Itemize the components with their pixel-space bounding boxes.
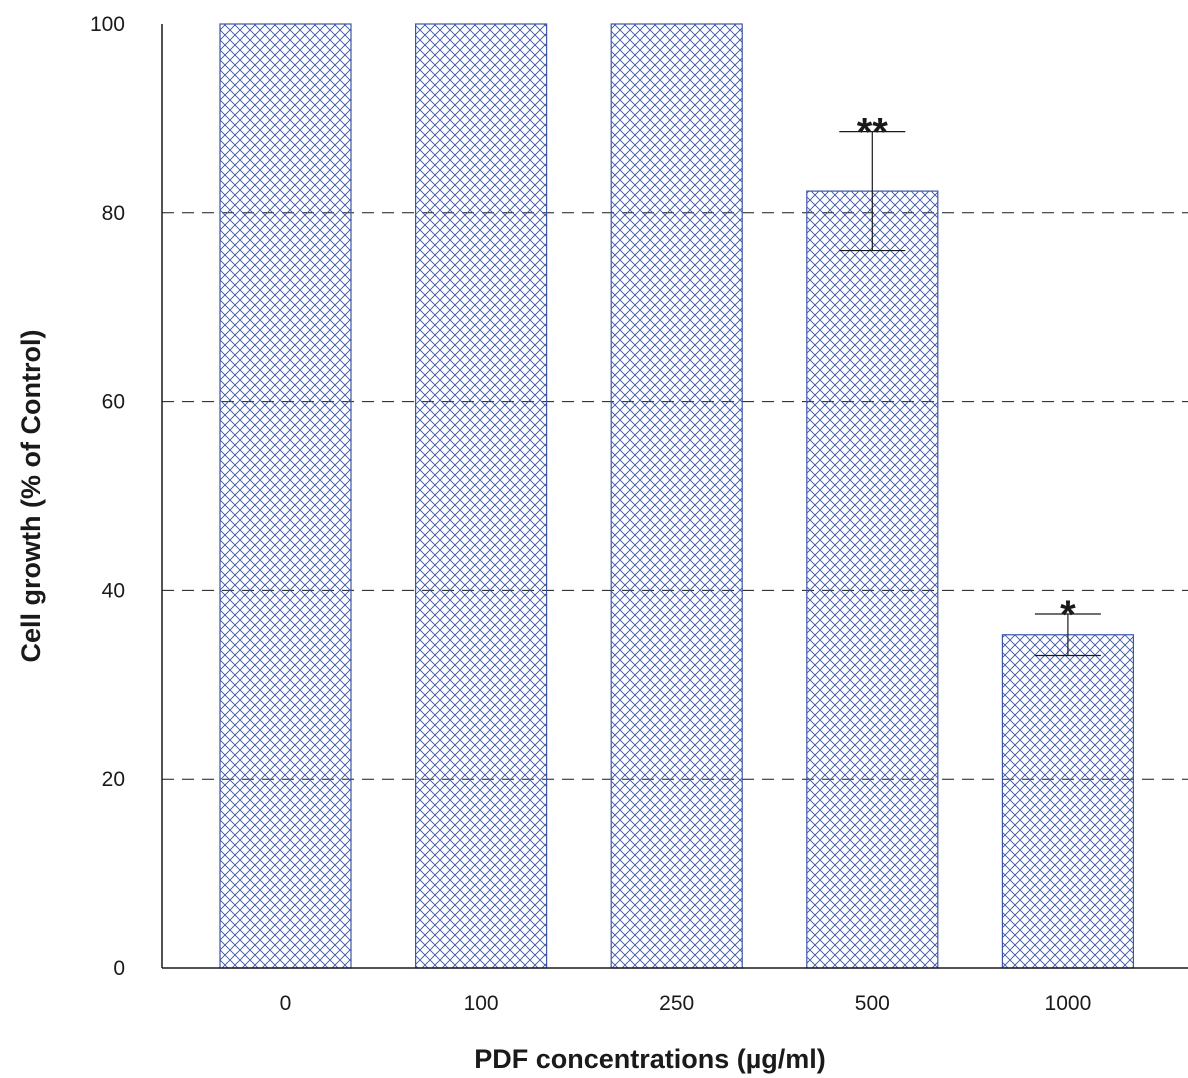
x-tick-label: 1000 bbox=[1045, 992, 1092, 1015]
bar bbox=[1001, 634, 1135, 969]
y-tick-label: 100 bbox=[90, 13, 125, 36]
x-tick-label: 100 bbox=[464, 992, 499, 1015]
bar bbox=[806, 190, 939, 969]
bar bbox=[610, 23, 743, 969]
bars bbox=[219, 23, 1135, 969]
bar bbox=[219, 23, 352, 969]
x-tick-labels: 0 100 250 500 1000 bbox=[280, 992, 1092, 1015]
y-tick-labels: 0 20 40 60 80 100 bbox=[90, 13, 125, 980]
significance-label: ** bbox=[857, 111, 889, 155]
significance-labels: *** bbox=[857, 111, 1076, 637]
bar bbox=[415, 23, 548, 969]
y-tick-label: 80 bbox=[102, 202, 125, 225]
axes bbox=[161, 24, 1188, 969]
y-tick-label: 20 bbox=[102, 768, 125, 791]
y-tick-label: 60 bbox=[102, 391, 125, 414]
x-tick-label: 500 bbox=[855, 992, 890, 1015]
y-axis-title: Cell growth (% of Control) bbox=[16, 330, 46, 663]
error-bars bbox=[839, 131, 1101, 657]
x-axis-title: PDF concentrations (µg/ml) bbox=[474, 1044, 826, 1074]
y-tick-label: 0 bbox=[113, 957, 125, 980]
x-tick-label: 250 bbox=[659, 992, 694, 1015]
significance-label: * bbox=[1060, 593, 1076, 637]
y-tick-label: 40 bbox=[102, 579, 125, 602]
x-tick-label: 0 bbox=[280, 992, 292, 1015]
